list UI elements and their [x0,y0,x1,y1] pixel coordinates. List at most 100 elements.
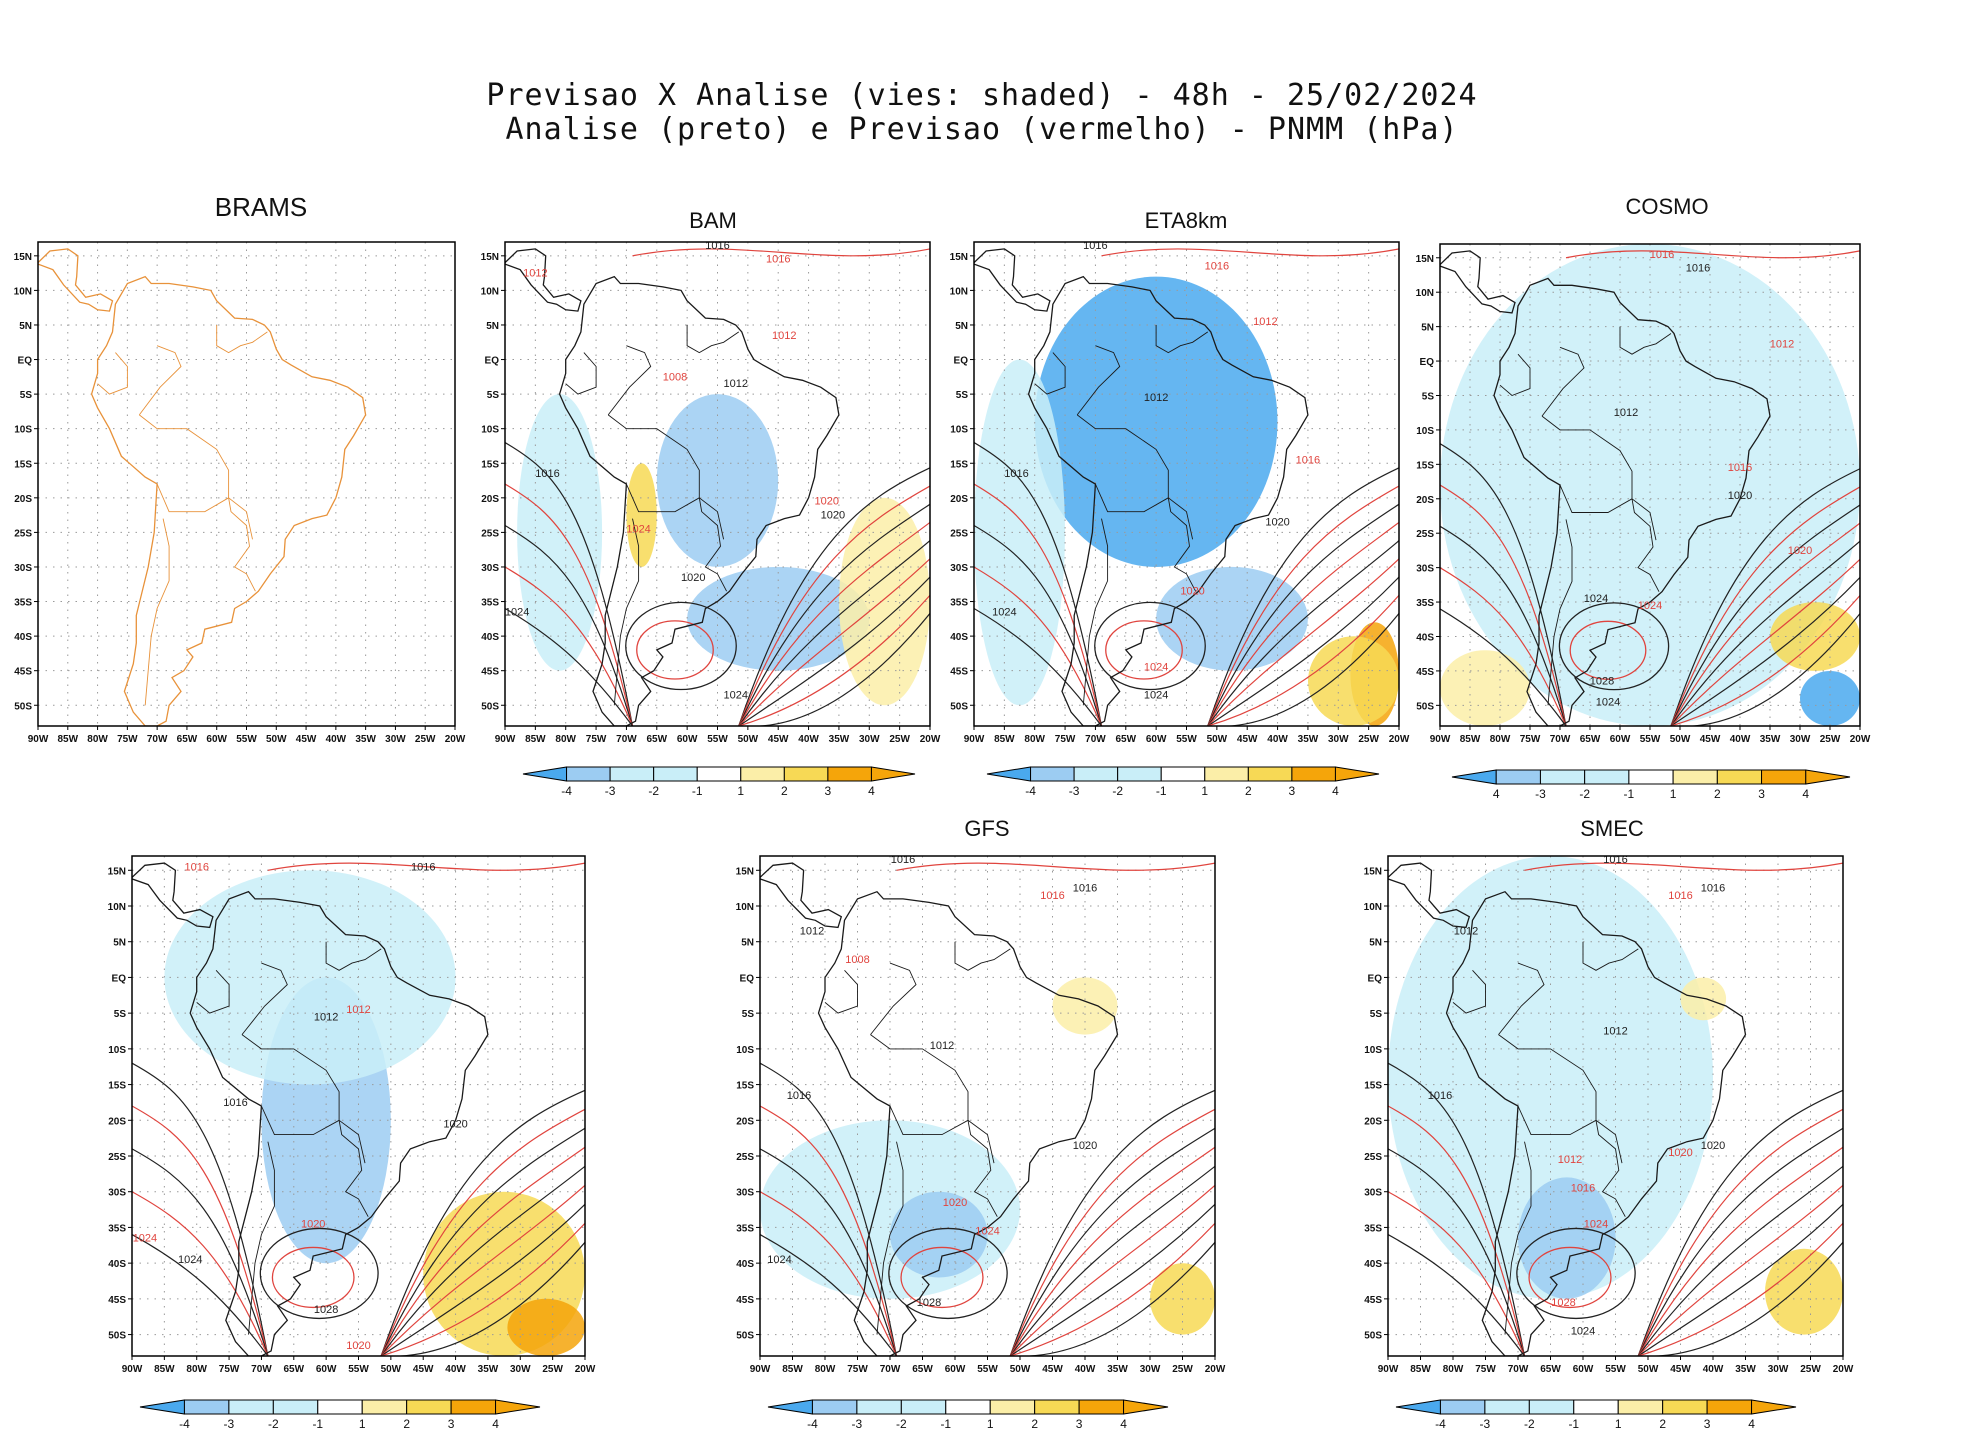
forecast-contour-label: 1016 [184,861,208,873]
isobar-contour [1207,594,1399,726]
y-tick-label: 5S [1370,1009,1383,1020]
isobar-contour [505,483,634,726]
x-tick-label: 55W [1640,734,1661,745]
isobar-contour [1440,608,1567,726]
isobar-contour [760,1191,898,1356]
x-tick-label: 85W [994,734,1015,745]
panel-title-smec: SMEC [1580,816,1644,841]
isobar-contour [1670,558,1860,726]
y-tick-label: 10N [481,286,499,297]
colorbar-label: 1 [359,1417,366,1431]
y-tick-label: 15S [950,459,968,470]
isobar-contour [974,483,1103,726]
y-tick-label: 15S [736,1081,754,1092]
panel-title-gfs: GFS [964,816,1009,841]
analysis-contour-label: 1012 [314,1011,338,1023]
isobar-contour [1207,467,1399,726]
x-tick-label: 40W [798,734,819,745]
isobar-contour [1440,484,1567,726]
x-tick-label: 65W [647,734,668,745]
x-tick-label: 25W [1800,1364,1821,1375]
y-tick-label: 10N [1416,288,1434,299]
colorbar-gfs: -4 -3 -2 -1 1 2 3 4 [767,1399,1169,1431]
forecast-contour-label: 1020 [1180,586,1204,598]
colorbar-label: 2 [1031,1417,1038,1431]
colorbar-cosmo: 4 -3 -2 -1 1 2 3 4 [1451,769,1851,801]
y-tick-label: 10N [950,286,968,297]
country-border [967,1120,998,1217]
x-tick-label: 35W [478,1364,499,1375]
x-tick-label: 80W [555,734,576,745]
coastline [505,248,582,312]
x-tick-label: 30W [385,734,406,745]
analysis-contour-label: 1020 [1265,516,1289,528]
x-tick-label: 60W [677,734,698,745]
colorbar-segment [1751,1399,1797,1415]
colorbar-segment [1160,766,1206,782]
isobar-contour [132,1105,269,1356]
analysis-contour-label: 1016 [1083,240,1107,252]
y-tick-label: 30S [1364,1188,1382,1199]
x-tick-label: 70W [616,734,637,745]
colorbar-label: 2 [781,784,788,798]
y-tick-label: 5S [956,390,969,401]
x-tick-label: 85W [58,734,79,745]
isobar-contour [896,862,1215,871]
coastline [1445,890,1747,1356]
x-tick-label: 55W [1605,1364,1626,1375]
analysis-contour-label: 1012 [723,378,747,390]
isobar-contour [1670,576,1860,726]
colorbar-label: -3 [1069,784,1080,798]
isobar-contour [380,1089,585,1356]
y-tick-label: 5N [486,321,499,332]
colorbar-label: 1 [1670,787,1677,801]
colorbar-segment [228,1399,274,1415]
colorbar-label: 4 [1332,784,1339,798]
analysis-contour-label: 1012 [930,1040,954,1052]
y-tick-label: 30S [1416,564,1434,575]
country-border [1582,941,1639,971]
x-tick-label: 60W [1610,734,1631,745]
x-tick-label: 20W [1205,1364,1226,1375]
y-tick-label: 25S [481,528,499,539]
forecast-contour-label: 1024 [1144,662,1168,674]
x-tick-label: 40W [1703,1364,1724,1375]
isobar-contour [632,248,930,257]
y-tick-label: EQ [954,356,969,367]
isobar-contour [1637,1127,1843,1356]
isobar-contour [760,1062,898,1356]
analysis-contour-label: 1016 [787,1090,811,1102]
y-tick-label: 25S [14,528,32,539]
forecast-contour-label: 1016 [1205,261,1229,273]
isobar-contour [1009,1203,1215,1356]
isobar-contour [380,1127,585,1356]
colorbar-segment [989,1399,1036,1415]
colorbar-segment [870,766,916,782]
y-tick-label: 50S [1364,1331,1382,1342]
coastline [760,862,843,929]
y-tick-label: 10N [736,902,754,913]
colorbar-segment [183,1399,230,1415]
colorbar-label: 3 [1076,1417,1083,1431]
y-tick-label: EQ [740,973,755,984]
high-pressure-ring [900,1246,984,1309]
colorbar-label: -1 [940,1417,951,1431]
x-tick-label: 35W [1107,1364,1128,1375]
y-tick-label: 45S [736,1295,754,1306]
x-tick-label: 80W [1490,734,1511,745]
colorbar-segment [1334,766,1380,782]
colorbar-label: 3 [1758,787,1765,801]
y-tick-label: 35S [1364,1223,1382,1234]
y-tick-label: 25S [1416,529,1434,540]
colorbar-segment [139,1399,185,1415]
y-tick-label: 50S [950,701,968,712]
forecast-contour-label: 1020 [346,1340,370,1352]
colorbar-segment [1539,769,1586,785]
colorbar-segment [1573,1399,1619,1415]
y-tick-label: 45S [14,667,32,678]
analysis-contour-label: 1016 [1701,883,1725,895]
panel-cosmo: COSMO 1016 1012 1020 1024 1028 1024 1016 1012 101… [1416,194,1871,801]
colorbar-segment [1439,1399,1486,1415]
analysis-contour-label: 1024 [767,1254,791,1266]
